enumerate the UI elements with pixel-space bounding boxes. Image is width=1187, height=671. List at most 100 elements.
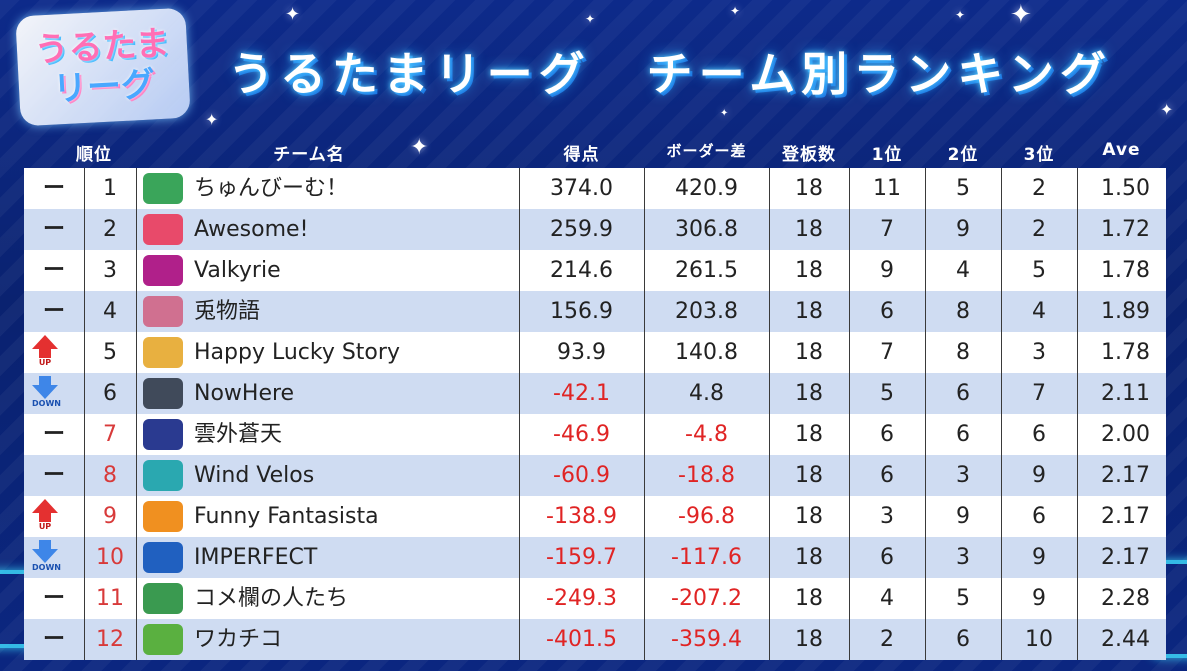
team-name: コメ欄の人たち xyxy=(194,586,349,611)
third-cell: 3 xyxy=(1032,340,1046,365)
team-cell: IMPERFECT xyxy=(136,537,519,578)
first-cell: 2 xyxy=(880,627,894,652)
ave-cell: 2.44 xyxy=(1101,627,1150,652)
games-cell: 18 xyxy=(795,586,823,611)
column-divider xyxy=(136,414,137,455)
first-cell: 6 xyxy=(880,422,894,447)
column-divider xyxy=(136,209,137,250)
rank-cell: 12 xyxy=(96,627,124,652)
logo-text: リーグ xyxy=(52,64,157,110)
column-divider xyxy=(769,250,770,291)
column-divider xyxy=(925,496,926,537)
games-cell: 18 xyxy=(795,422,823,447)
ave-cell: 1.78 xyxy=(1101,258,1150,283)
column-divider xyxy=(769,414,770,455)
table-body: ー 1 ちゅんびーむ！ 374.0 420.9 18 11 5 2 1.50 ー 2 Awesome! 2… xyxy=(24,168,1166,660)
rank-cell: 2 xyxy=(103,217,117,242)
column-divider xyxy=(1001,250,1002,291)
column-divider xyxy=(769,496,770,537)
third-cell: 4 xyxy=(1032,299,1046,324)
ave-cell: 2.11 xyxy=(1101,381,1150,406)
column-divider xyxy=(84,332,85,373)
table-row: DOWN 10 IMPERFECT -159.7 -117.6 18 6 3 9 2.17 xyxy=(24,537,1166,578)
games-cell: 18 xyxy=(795,627,823,652)
column-divider xyxy=(644,168,645,209)
up-arrow-icon: UP xyxy=(32,499,58,534)
column-divider xyxy=(519,537,520,578)
games-cell: 18 xyxy=(795,504,823,529)
third-cell: 2 xyxy=(1032,217,1046,242)
points-cell: -138.9 xyxy=(546,504,617,529)
column-divider xyxy=(519,209,520,250)
column-divider xyxy=(849,209,850,250)
team-cell: Wind Velos xyxy=(136,455,519,496)
column-divider xyxy=(849,332,850,373)
column-divider xyxy=(1001,332,1002,373)
column-divider xyxy=(925,168,926,209)
column-divider xyxy=(1077,168,1078,209)
no-change-mark: ー xyxy=(42,627,65,652)
points-cell: -42.1 xyxy=(553,381,610,406)
wind-velos-logo-icon xyxy=(143,460,183,491)
ave-cell: 2.17 xyxy=(1101,504,1150,529)
third-cell: 9 xyxy=(1032,586,1046,611)
column-divider xyxy=(849,537,850,578)
first-cell: 9 xyxy=(880,258,894,283)
column-divider xyxy=(849,250,850,291)
column-divider xyxy=(519,496,520,537)
table-row: ー 7 雲外蒼天 -46.9 -4.8 18 6 6 6 2.00 xyxy=(24,414,1166,455)
header-border-diff: ボーダー差 xyxy=(666,142,747,160)
rank-cell: 8 xyxy=(103,463,117,488)
column-divider xyxy=(644,496,645,537)
third-cell: 2 xyxy=(1032,176,1046,201)
team-cell: 雲外蒼天 xyxy=(136,414,519,455)
border-diff-cell: -359.4 xyxy=(671,627,742,652)
column-divider xyxy=(925,455,926,496)
column-divider xyxy=(769,619,770,660)
star-icon: ✦ xyxy=(720,108,729,119)
column-divider xyxy=(84,250,85,291)
no-change-mark: ー xyxy=(42,217,65,242)
star-icon: ✦ xyxy=(205,110,219,129)
star-icon: ✦ xyxy=(410,135,429,160)
column-divider xyxy=(1077,496,1078,537)
rank-cell: 5 xyxy=(103,340,117,365)
column-divider xyxy=(769,291,770,332)
points-cell: 214.6 xyxy=(550,258,613,283)
column-divider xyxy=(1077,332,1078,373)
table-row: ー 2 Awesome! 259.9 306.8 18 7 9 2 1.72 xyxy=(24,209,1166,250)
header-third: 3位 xyxy=(1023,145,1055,165)
rank-cell: 6 xyxy=(103,381,117,406)
column-divider xyxy=(644,209,645,250)
trend-cell: ー xyxy=(24,291,84,332)
column-divider xyxy=(769,455,770,496)
column-divider xyxy=(519,291,520,332)
rank-cell: 4 xyxy=(103,299,117,324)
border-diff-cell: 306.8 xyxy=(675,217,738,242)
first-cell: 6 xyxy=(880,463,894,488)
second-cell: 6 xyxy=(956,627,970,652)
team-cell: NowHere xyxy=(136,373,519,414)
column-divider xyxy=(644,373,645,414)
first-cell: 5 xyxy=(880,381,894,406)
points-cell: -46.9 xyxy=(553,422,610,447)
team-name: Wind Velos xyxy=(194,463,315,488)
trend-cell: ー xyxy=(24,209,84,250)
team-name: IMPERFECT xyxy=(194,545,318,570)
third-cell: 6 xyxy=(1032,422,1046,447)
second-cell: 4 xyxy=(956,258,970,283)
column-divider xyxy=(1001,168,1002,209)
star-icon: ✦ xyxy=(1160,100,1174,119)
column-divider xyxy=(849,414,850,455)
ave-cell: 1.50 xyxy=(1101,176,1150,201)
column-divider xyxy=(925,619,926,660)
header-points: 得点 xyxy=(563,145,600,165)
first-cell: 11 xyxy=(873,176,901,201)
column-divider xyxy=(849,578,850,619)
team-cell: Happy Lucky Story xyxy=(136,332,519,373)
logo-text: うるたま xyxy=(33,23,171,71)
wakachiko-logo-icon xyxy=(143,624,183,655)
table-row: UP 5 Happy Lucky Story 93.9 140.8 18 7 8 3 1.78 xyxy=(24,332,1166,373)
title-ranking: チーム別ランキング xyxy=(646,47,1112,101)
team-cell: ワカチコ xyxy=(136,619,519,660)
